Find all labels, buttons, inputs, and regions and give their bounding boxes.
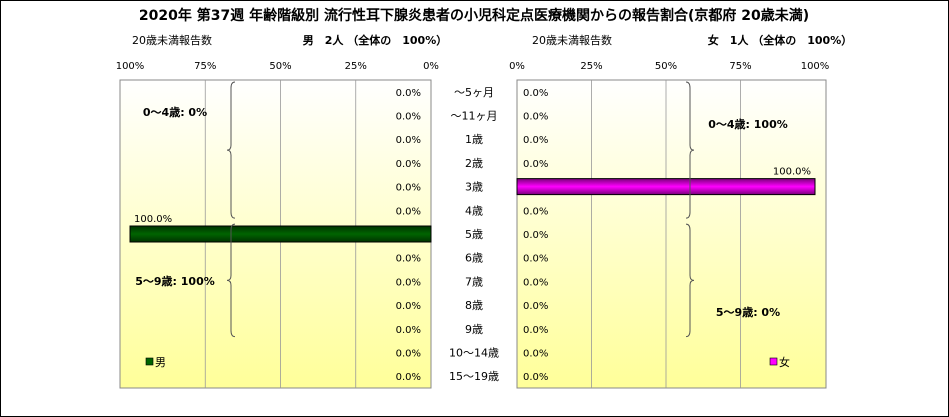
category-label: 3歳 — [465, 181, 483, 194]
right-legend-swatch — [769, 357, 778, 366]
right-data-label: 0.0% — [523, 277, 548, 288]
category-label: ～5ヶ月 — [454, 86, 494, 99]
category-label: 5歳 — [465, 228, 483, 241]
left-data-label: 0.0% — [396, 159, 421, 170]
right-tick-label: 50% — [655, 61, 677, 72]
left-group-annotation: 5～9歳: 100% — [135, 274, 215, 288]
right-data-label: 0.0% — [523, 254, 548, 265]
right-tick-label: 0% — [509, 61, 525, 72]
category-label: 9歳 — [465, 323, 483, 336]
right-data-label: 0.0% — [523, 206, 548, 217]
left-data-label: 0.0% — [396, 325, 421, 336]
right-data-label: 0.0% — [523, 88, 548, 99]
left-panel-subtitle: 20歳未満報告数 — [132, 34, 212, 47]
left-tick-label: 0% — [423, 61, 439, 72]
left-data-label: 0.0% — [396, 277, 421, 288]
left-group-annotation: 0～4歳: 0% — [143, 105, 207, 119]
right-bar — [516, 178, 816, 196]
right-tick-label: 25% — [580, 61, 602, 72]
category-label: 6歳 — [465, 252, 483, 265]
left-tick-label: 100% — [116, 61, 145, 72]
right-data-label: 100.0% — [773, 167, 811, 178]
chart-panels: 0% 25% 50% 75% 100% 0.0% 0.0% 0.0% 0.0% 0.0% 0.0% 1… — [116, 61, 830, 389]
left-data-label: 0.0% — [396, 88, 421, 99]
category-label: 4歳 — [465, 204, 483, 217]
left-data-label: 0.0% — [396, 112, 421, 123]
left-bar — [129, 225, 432, 243]
left-tick-label: 75% — [194, 61, 216, 72]
category-label: 1歳 — [465, 133, 483, 146]
right-group-bracket — [685, 81, 695, 219]
left-data-label: 0.0% — [396, 206, 421, 217]
left-data-label: 0.0% — [396, 135, 421, 146]
right-data-label: 0.0% — [523, 372, 548, 383]
right-data-label: 0.0% — [523, 159, 548, 170]
left-data-label: 0.0% — [396, 301, 421, 312]
left-legend-swatch — [145, 357, 154, 366]
right-data-label: 0.0% — [523, 301, 548, 312]
right-data-label: 0.0% — [523, 112, 548, 123]
left-data-label: 0.0% — [396, 372, 421, 383]
category-label: 2歳 — [465, 157, 483, 170]
left-data-label: 0.0% — [396, 348, 421, 359]
category-label: 15～19歳 — [449, 370, 499, 383]
right-data-label: 0.0% — [523, 325, 548, 336]
right-data-label: 0.0% — [523, 135, 548, 146]
right-data-label: 0.0% — [523, 230, 548, 241]
left-panel-title: 男 2人 （全体の 100%） — [303, 33, 447, 47]
right-panel-subtitle: 20歳未満報告数 — [532, 34, 612, 47]
right-panel-title: 女 1人 （全体の 100%） — [708, 33, 852, 47]
left-tick-label: 50% — [269, 61, 291, 72]
right-group-annotation: 0～4歳: 100% — [708, 117, 788, 131]
left-group-bracket — [226, 223, 236, 338]
right-legend-label: 女 — [779, 355, 790, 369]
left-data-label: 0.0% — [396, 254, 421, 265]
category-label: 10～14歳 — [449, 346, 499, 359]
chart-title: 2020年 第37週 年齢階級別 流行性耳下腺炎患者の小児科定点医療機関からの報… — [139, 7, 809, 24]
right-group-bracket — [685, 223, 695, 338]
left-data-label: 0.0% — [396, 183, 421, 194]
right-tick-label: 75% — [729, 61, 751, 72]
right-data-label: 0.0% — [523, 348, 548, 359]
left-data-label: 100.0% — [134, 214, 172, 225]
left-group-bracket — [226, 81, 236, 219]
category-label: 7歳 — [465, 275, 483, 288]
category-label: 8歳 — [465, 299, 483, 312]
left-legend-label: 男 — [155, 356, 166, 369]
left-tick-label: 25% — [345, 61, 367, 72]
right-plot-area — [516, 79, 827, 389]
right-group-annotation: 5～9歳: 0% — [716, 305, 780, 319]
right-tick-label: 100% — [801, 61, 830, 72]
category-label: ～11ヶ月 — [451, 110, 498, 123]
